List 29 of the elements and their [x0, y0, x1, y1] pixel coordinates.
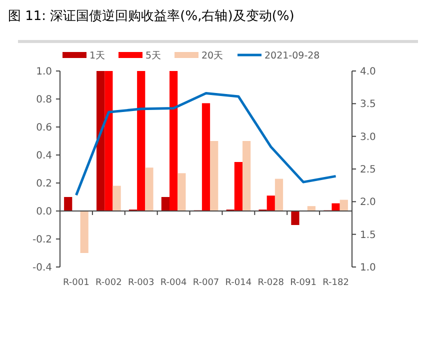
y-tick-label: 0.8	[36, 94, 52, 106]
x-tick-label: R-001	[63, 278, 90, 288]
y-tick-label: 0.6	[36, 122, 52, 134]
legend-label: 20天	[202, 50, 224, 62]
y-tick-label: 0.4	[36, 150, 52, 162]
y-tick-label: 1.0	[36, 66, 52, 78]
x-tick-label: R-002	[96, 278, 122, 288]
x-tick-label: R-028	[258, 278, 284, 288]
y-tick-label: 0.2	[36, 178, 52, 190]
y2-tick-label: 4.0	[360, 66, 376, 78]
y2-tick-label: 2.5	[360, 164, 376, 176]
y2-tick-label: 1.0	[360, 262, 376, 274]
x-tick-label: R-003	[128, 278, 154, 288]
x-tick-label: R-004	[160, 278, 187, 288]
x-tick-label: R-007	[192, 278, 220, 288]
y-tick-label: 0.0	[36, 206, 52, 218]
y2-tick-label: 2.0	[360, 197, 376, 208]
legend-label: 5天	[146, 50, 162, 62]
legend-label: 2021-09-28	[264, 50, 320, 62]
y2-tick-label: 3.5	[360, 99, 376, 110]
x-tick-label: R-091	[290, 278, 316, 288]
y2-tick-label: 3.0	[360, 132, 376, 143]
y2-tick-label: 1.5	[360, 230, 376, 241]
y-tick-label: -0.4	[32, 262, 52, 274]
legend-label: 1天	[90, 50, 106, 62]
x-tick-label: R-182	[322, 278, 349, 288]
chart-title: 图 11: 深证国债逆回购收益率(%,右轴)及变动(%)	[8, 8, 294, 24]
y-tick-label: -0.2	[32, 234, 52, 246]
x-tick-label: R-014	[225, 278, 252, 288]
